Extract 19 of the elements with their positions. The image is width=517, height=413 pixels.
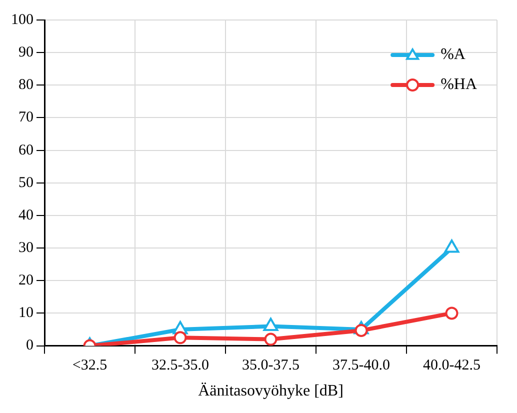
y-tick-label: 30 [18, 240, 34, 256]
y-tick-label: 80 [18, 77, 34, 94]
x-tick-label: 35.0-37.5 [242, 358, 300, 374]
y-tick-label: 20 [18, 272, 34, 289]
y-tick-label: 60 [18, 142, 34, 158]
x-axis-title: Äänitasovyöhyke [dB] [198, 382, 344, 400]
x-tick-label: 37.5-40.0 [332, 358, 390, 374]
x-tick-label: 40.0-42.5 [423, 358, 480, 374]
y-tick-label: 100 [11, 12, 34, 28]
legend-label: %HA [440, 76, 478, 94]
y-tick-label: 0 [26, 338, 34, 354]
legend-label: %A [440, 46, 466, 64]
x-tick-label: <32.5 [72, 358, 108, 374]
y-tick-label: 40 [18, 207, 34, 224]
x-tick-label: 32.5-35.0 [152, 358, 209, 374]
y-tick-label: 70 [18, 110, 34, 126]
y-tick-label: 90 [18, 44, 34, 61]
y-tick-label: 10 [18, 305, 34, 322]
y-tick-label: 50 [18, 174, 34, 191]
